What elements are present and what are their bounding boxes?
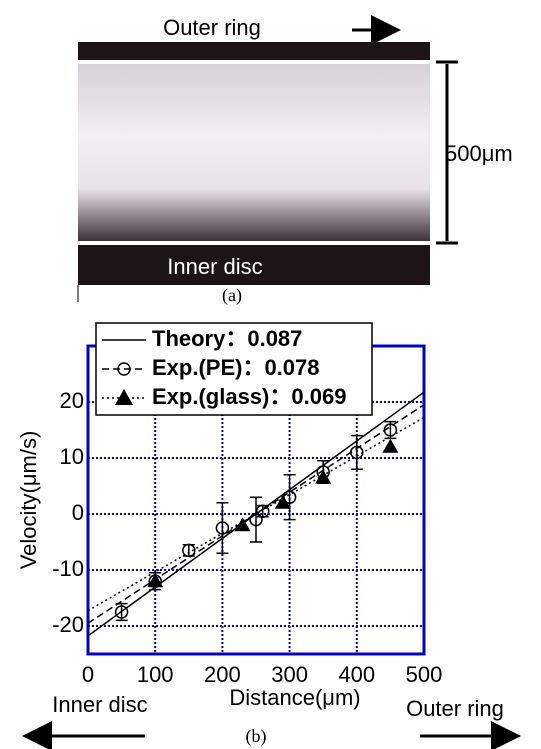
point <box>350 445 364 460</box>
point <box>382 438 399 453</box>
error-bar <box>250 496 262 543</box>
caption: (b) <box>246 726 267 747</box>
chart: 0 100 200 300 400 500 -20 -10 0 10 20 Distance(μm) V… <box>16 322 521 749</box>
y-axis-label: Velocity(μm/s) <box>16 431 41 570</box>
outer-ring-label: Outer ring <box>163 15 261 40</box>
scale-label: 500μm <box>445 141 513 166</box>
x-tick-label: 500 <box>406 662 443 687</box>
x-axis-label: Distance(μm) <box>229 685 360 710</box>
error-bar <box>283 474 296 521</box>
error-bar <box>216 502 229 554</box>
scale-bar <box>436 60 458 245</box>
point <box>234 517 251 532</box>
y-tick-label: 0 <box>72 500 84 525</box>
x-tick-label: 200 <box>204 662 241 687</box>
point <box>274 494 291 509</box>
micrograph-field <box>78 64 430 242</box>
x-tick-label: 300 <box>271 662 308 687</box>
x-tick-label: 400 <box>338 662 375 687</box>
point <box>182 543 196 558</box>
y-tick-label: -20 <box>52 612 84 637</box>
legend-marker <box>117 362 131 376</box>
error-bar <box>350 434 363 470</box>
point <box>215 521 230 535</box>
legend-label: Exp.(glass)：0.069 <box>152 384 346 409</box>
caption: (a) <box>222 285 242 306</box>
point <box>383 423 398 437</box>
legend-label: Theory：0.087 <box>152 326 302 351</box>
legend: Theory：0.087 Exp.(PE)：0.078 Exp.(glass)：0.… <box>95 322 373 416</box>
point <box>255 504 270 518</box>
point <box>147 573 164 588</box>
annotation: Inner disc <box>52 692 147 717</box>
point <box>249 512 263 527</box>
x-tick-label: 100 <box>137 662 174 687</box>
legend-label: Exp.(PE)：0.078 <box>152 355 320 380</box>
y-tick-label: 10 <box>60 444 84 469</box>
point <box>315 469 332 484</box>
annotation: Outer ring <box>406 696 504 721</box>
point <box>114 605 129 619</box>
legend-marker <box>115 389 133 405</box>
x-tick-label: 0 <box>82 662 94 687</box>
inner-disc-label: Inner disc <box>167 254 262 279</box>
y-tick-label: -10 <box>52 556 84 581</box>
y-tick-label: 20 <box>60 388 84 413</box>
